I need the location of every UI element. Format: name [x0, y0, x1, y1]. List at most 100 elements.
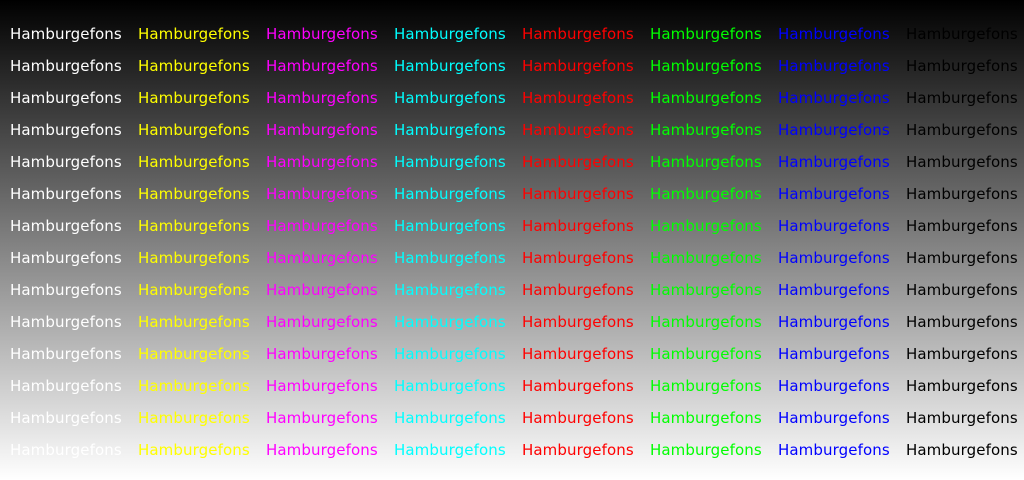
sample-text-yellow: Hamburgefons: [138, 281, 250, 299]
sample-text-red: Hamburgefons: [522, 377, 634, 395]
sample-text-yellow: Hamburgefons: [138, 57, 250, 75]
sample-text-green: Hamburgefons: [650, 57, 762, 75]
sample-text-red: Hamburgefons: [522, 185, 634, 203]
sample-text-yellow: Hamburgefons: [138, 377, 250, 395]
sample-row: Hamburgefons Hamburgefons Hamburgefons Hamb…: [0, 242, 1024, 274]
sample-text-black: Hamburgefons: [906, 313, 1018, 331]
sample-row: Hamburgefons Hamburgefons Hamburgefons Hamb…: [0, 210, 1024, 242]
sample-text-black: Hamburgefons: [906, 409, 1018, 427]
sample-text-blue: Hamburgefons: [778, 217, 890, 235]
sample-text-green: Hamburgefons: [650, 89, 762, 107]
sample-text-green: Hamburgefons: [650, 313, 762, 331]
sample-text-cyan: Hamburgefons: [394, 409, 506, 427]
sample-text-cyan: Hamburgefons: [394, 89, 506, 107]
sample-text-white: Hamburgefons: [10, 377, 122, 395]
sample-text-white: Hamburgefons: [10, 249, 122, 267]
sample-text-blue: Hamburgefons: [778, 313, 890, 331]
sample-text-white: Hamburgefons: [10, 25, 122, 43]
sample-text-magenta: Hamburgefons: [266, 441, 378, 459]
sample-text-green: Hamburgefons: [650, 249, 762, 267]
sample-text-cyan: Hamburgefons: [394, 153, 506, 171]
sample-text-yellow: Hamburgefons: [138, 89, 250, 107]
sample-text-cyan: Hamburgefons: [394, 185, 506, 203]
sample-text-green: Hamburgefons: [650, 441, 762, 459]
sample-text-magenta: Hamburgefons: [266, 313, 378, 331]
sample-text-red: Hamburgefons: [522, 345, 634, 363]
sample-text-blue: Hamburgefons: [778, 25, 890, 43]
sample-row: Hamburgefons Hamburgefons Hamburgefons Hamb…: [0, 18, 1024, 50]
sample-text-black: Hamburgefons: [906, 57, 1018, 75]
sample-text-white: Hamburgefons: [10, 441, 122, 459]
sample-text-magenta: Hamburgefons: [266, 377, 378, 395]
sample-text-green: Hamburgefons: [650, 377, 762, 395]
sample-text-magenta: Hamburgefons: [266, 25, 378, 43]
sample-text-blue: Hamburgefons: [778, 121, 890, 139]
sample-text-magenta: Hamburgefons: [266, 153, 378, 171]
sample-text-green: Hamburgefons: [650, 153, 762, 171]
sample-text-magenta: Hamburgefons: [266, 249, 378, 267]
sample-text-cyan: Hamburgefons: [394, 313, 506, 331]
sample-text-cyan: Hamburgefons: [394, 441, 506, 459]
sample-row: Hamburgefons Hamburgefons Hamburgefons Hamb…: [0, 338, 1024, 370]
sample-text-red: Hamburgefons: [522, 281, 634, 299]
sample-text-yellow: Hamburgefons: [138, 185, 250, 203]
sample-text-white: Hamburgefons: [10, 217, 122, 235]
sample-text-cyan: Hamburgefons: [394, 281, 506, 299]
sample-text-yellow: Hamburgefons: [138, 409, 250, 427]
sample-text-yellow: Hamburgefons: [138, 153, 250, 171]
sample-text-red: Hamburgefons: [522, 121, 634, 139]
sample-row: Hamburgefons Hamburgefons Hamburgefons Hamb…: [0, 50, 1024, 82]
sample-text-red: Hamburgefons: [522, 249, 634, 267]
sample-text-cyan: Hamburgefons: [394, 377, 506, 395]
sample-text-white: Hamburgefons: [10, 281, 122, 299]
sample-text-black: Hamburgefons: [906, 281, 1018, 299]
sample-text-blue: Hamburgefons: [778, 249, 890, 267]
sample-text-white: Hamburgefons: [10, 345, 122, 363]
sample-text-cyan: Hamburgefons: [394, 25, 506, 43]
sample-text-magenta: Hamburgefons: [266, 121, 378, 139]
sample-text-white: Hamburgefons: [10, 409, 122, 427]
sample-text-blue: Hamburgefons: [778, 185, 890, 203]
sample-text-cyan: Hamburgefons: [394, 345, 506, 363]
sample-text-red: Hamburgefons: [522, 441, 634, 459]
sample-text-cyan: Hamburgefons: [394, 121, 506, 139]
sample-text-green: Hamburgefons: [650, 217, 762, 235]
sample-text-white: Hamburgefons: [10, 185, 122, 203]
sample-text-cyan: Hamburgefons: [394, 249, 506, 267]
sample-row: Hamburgefons Hamburgefons Hamburgefons Hamb…: [0, 402, 1024, 434]
sample-text-yellow: Hamburgefons: [138, 217, 250, 235]
sample-text-yellow: Hamburgefons: [138, 121, 250, 139]
sample-text-black: Hamburgefons: [906, 153, 1018, 171]
sample-text-black: Hamburgefons: [906, 217, 1018, 235]
sample-text-white: Hamburgefons: [10, 153, 122, 171]
sample-text-blue: Hamburgefons: [778, 409, 890, 427]
sample-text-magenta: Hamburgefons: [266, 57, 378, 75]
sample-text-black: Hamburgefons: [906, 185, 1018, 203]
sample-text-green: Hamburgefons: [650, 345, 762, 363]
sample-text-black: Hamburgefons: [906, 441, 1018, 459]
sample-text-magenta: Hamburgefons: [266, 217, 378, 235]
sample-text-black: Hamburgefons: [906, 89, 1018, 107]
sample-row: Hamburgefons Hamburgefons Hamburgefons Hamb…: [0, 146, 1024, 178]
sample-text-yellow: Hamburgefons: [138, 25, 250, 43]
sample-row: Hamburgefons Hamburgefons Hamburgefons Hamb…: [0, 114, 1024, 146]
sample-text-green: Hamburgefons: [650, 25, 762, 43]
sample-text-blue: Hamburgefons: [778, 89, 890, 107]
sample-text-white: Hamburgefons: [10, 121, 122, 139]
sample-text-yellow: Hamburgefons: [138, 441, 250, 459]
sample-text-blue: Hamburgefons: [778, 281, 890, 299]
sample-text-red: Hamburgefons: [522, 217, 634, 235]
sample-text-white: Hamburgefons: [10, 89, 122, 107]
sample-row: Hamburgefons Hamburgefons Hamburgefons Hamb…: [0, 82, 1024, 114]
sample-row: Hamburgefons Hamburgefons Hamburgefons Hamb…: [0, 306, 1024, 338]
sample-text-green: Hamburgefons: [650, 281, 762, 299]
sample-text-blue: Hamburgefons: [778, 441, 890, 459]
sample-text-green: Hamburgefons: [650, 409, 762, 427]
sample-text-magenta: Hamburgefons: [266, 89, 378, 107]
sample-text-magenta: Hamburgefons: [266, 281, 378, 299]
sample-text-black: Hamburgefons: [906, 377, 1018, 395]
sample-text-white: Hamburgefons: [10, 313, 122, 331]
sample-text-green: Hamburgefons: [650, 121, 762, 139]
sample-row: Hamburgefons Hamburgefons Hamburgefons Hamb…: [0, 370, 1024, 402]
